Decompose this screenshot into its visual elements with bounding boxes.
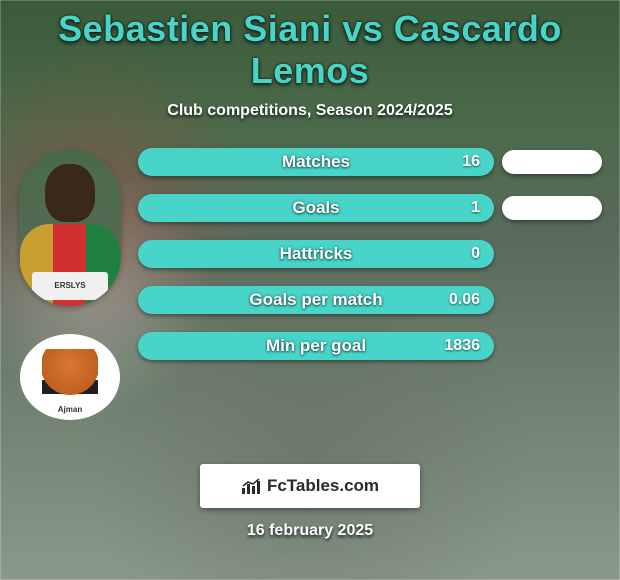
pill-spacer: [502, 242, 602, 266]
avatars-column: ERSLYS Ajman: [10, 148, 130, 420]
stat-label: Goals per match: [249, 290, 382, 310]
stat-bar: Matches 16: [138, 148, 494, 176]
stat-bar: Min per goal 1836: [138, 332, 494, 360]
stat-bar: Hattricks 0: [138, 240, 494, 268]
player1-sponsor: ERSLYS: [32, 272, 108, 300]
player1-avatar: ERSLYS: [19, 150, 121, 306]
stat-bar: Goals 1: [138, 194, 494, 222]
brand-badge: FcTables.com: [200, 464, 420, 508]
page-title: Sebastien Siani vs Cascardo Lemos: [0, 8, 620, 92]
stat-row-hattricks: Hattricks 0: [138, 240, 602, 268]
brand-chart-icon: [241, 477, 263, 495]
stat-value: 0.06: [449, 291, 480, 309]
stat-label: Hattricks: [280, 244, 353, 264]
main-row: ERSLYS Ajman Matches 16 Goals 1: [0, 148, 620, 420]
brand-text: FcTables.com: [267, 476, 379, 496]
stats-column: Matches 16 Goals 1 Hattricks 0: [130, 148, 610, 420]
stat-row-goals-per-match: Goals per match 0.06: [138, 286, 602, 314]
content-wrapper: Sebastien Siani vs Cascardo Lemos Club c…: [0, 0, 620, 580]
pill-spacer: [502, 288, 602, 312]
stat-bar: Goals per match 0.06: [138, 286, 494, 314]
stat-label: Matches: [282, 152, 350, 172]
stat-value: 1: [471, 199, 480, 217]
pill-spacer: [502, 334, 602, 358]
player2-club-badge: Ajman: [20, 334, 120, 420]
stat-value: 1836: [444, 337, 480, 355]
comparison-pill: [502, 196, 602, 220]
stat-row-min-per-goal: Min per goal 1836: [138, 332, 602, 360]
stat-value: 0: [471, 245, 480, 263]
player1-head: [45, 164, 95, 222]
stat-label: Min per goal: [266, 336, 366, 356]
club-name-text: Ajman: [58, 405, 82, 414]
club-logo-icon: [42, 349, 98, 405]
stat-row-matches: Matches 16: [138, 148, 602, 176]
stat-row-goals: Goals 1: [138, 194, 602, 222]
comparison-pill: [502, 150, 602, 174]
stat-label: Goals: [292, 198, 339, 218]
stat-value: 16: [462, 153, 480, 171]
page-subtitle: Club competitions, Season 2024/2025: [0, 102, 620, 120]
footer-date: 16 february 2025: [0, 522, 620, 540]
